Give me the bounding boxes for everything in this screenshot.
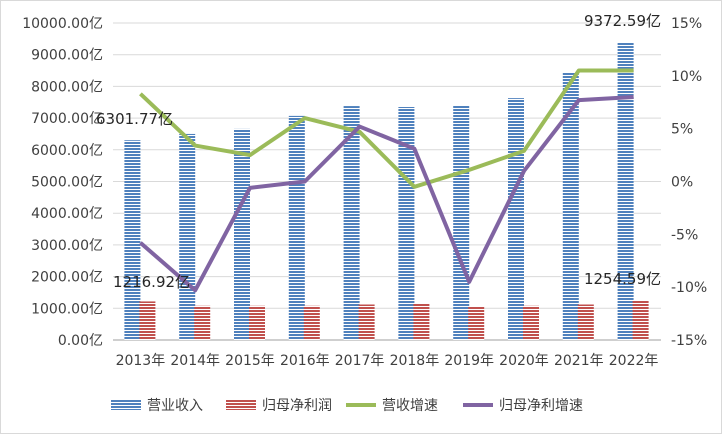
legend-swatch (111, 399, 141, 410)
profit-growth-line (139, 94, 634, 293)
x-tick-label: 2016年 (280, 353, 330, 369)
revenue-bar (234, 128, 250, 340)
profit-bar (413, 303, 430, 340)
x-tick-label: 2019年 (444, 353, 494, 369)
left-tick-label: 8000.00亿 (31, 79, 103, 95)
right-tick-label: -15% (671, 333, 707, 349)
right-tick-label: -10% (671, 280, 707, 296)
revenue-bar (562, 72, 579, 340)
legend-label: 营收增速 (382, 398, 438, 414)
profit-bar (358, 304, 375, 340)
data-label: 9372.59亿 (584, 12, 661, 30)
x-tick-label: 2021年 (554, 353, 604, 369)
legend-label: 归母净利增速 (499, 397, 583, 414)
profit-bar (523, 305, 539, 340)
revenue-bar (343, 106, 360, 340)
right-tick-label: 15% (671, 16, 702, 32)
left-tick-label: 1000.00亿 (31, 301, 103, 317)
profit-bar (194, 305, 211, 340)
revenue-bar (288, 115, 305, 340)
x-tick-label: 2015年 (225, 353, 275, 369)
left-tick-label: 10000.00亿 (22, 16, 103, 32)
left-tick-label: 4000.00亿 (31, 206, 103, 222)
left-tick-label: 7000.00亿 (31, 111, 103, 127)
data-label: 1216.92亿 (113, 273, 190, 291)
profit-bar (303, 305, 320, 340)
left-tick-label: 6000.00亿 (31, 143, 103, 159)
profit-bar (468, 306, 485, 340)
revenue-bar (179, 133, 196, 340)
legend-label: 归母净利润 (262, 397, 332, 414)
left-tick-label: 5000.00亿 (31, 175, 103, 191)
x-tick-label: 2020年 (499, 353, 549, 369)
profit-bar (632, 300, 649, 340)
left-tick-label: 9000.00亿 (31, 48, 103, 64)
data-label: 6301.77亿 (96, 110, 173, 128)
x-tick-label: 2017年 (335, 353, 385, 369)
revenue-bar (453, 105, 470, 340)
right-tick-label: 5% (671, 122, 693, 138)
x-tick-label: 2014年 (170, 353, 220, 369)
x-tick-label: 2018年 (390, 353, 440, 369)
revenue-bar (508, 98, 524, 340)
left-tick-label: 3000.00亿 (31, 238, 103, 254)
profit-bar (249, 305, 265, 340)
x-tick-label: 2022年 (609, 353, 659, 369)
right-tick-label: 0% (671, 175, 693, 191)
x-tick-label: 2013年 (116, 353, 166, 369)
data-label: 1254.59亿 (584, 270, 661, 288)
revenue-growth-line (139, 68, 634, 189)
profit-bar (577, 304, 594, 340)
legend-swatch (226, 399, 256, 410)
revenue-bar (398, 107, 415, 340)
left-tick-label: 0.00亿 (58, 333, 103, 349)
profit-bar (139, 301, 156, 340)
left-tick-label: 2000.00亿 (31, 270, 103, 286)
legend-label: 营业收入 (147, 398, 203, 414)
revenue-bar (124, 140, 141, 340)
right-tick-label: 10% (671, 69, 702, 85)
revenue-bar (617, 42, 634, 341)
right-tick-label: -5% (671, 227, 698, 243)
